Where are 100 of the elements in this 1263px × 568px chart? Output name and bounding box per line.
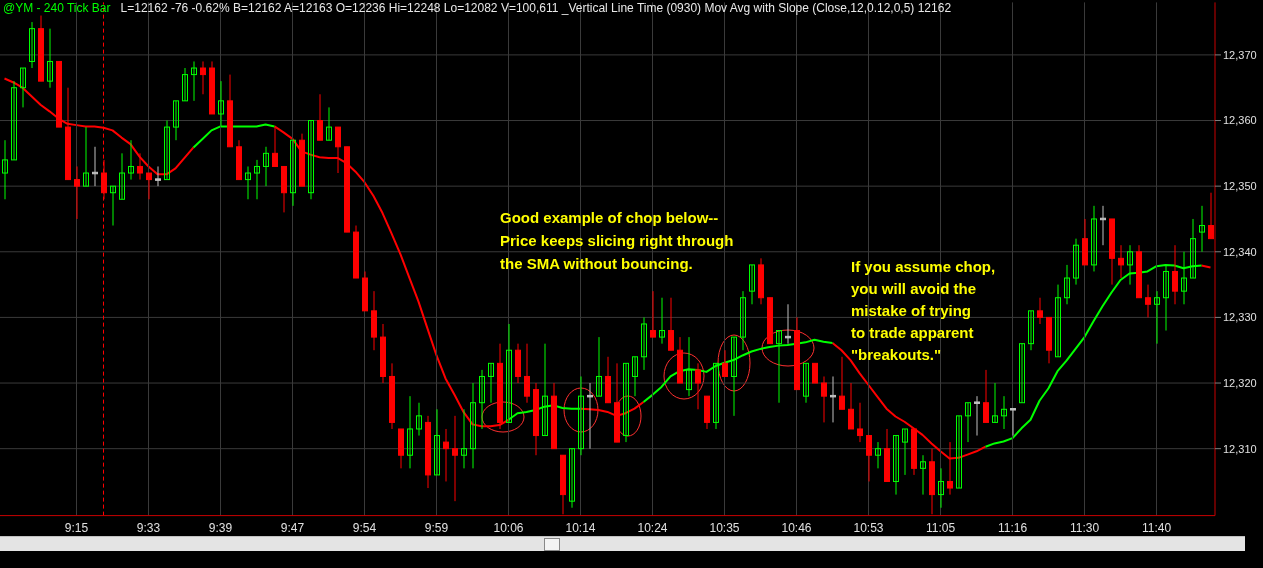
x-tick-label: 9:54 bbox=[352, 521, 377, 536]
candlestick bbox=[434, 408, 440, 476]
candlestick bbox=[182, 67, 188, 102]
candlestick bbox=[857, 402, 863, 443]
candlestick bbox=[1091, 205, 1097, 272]
y-tick-label: 12,360 bbox=[1223, 114, 1257, 127]
candlestick bbox=[245, 165, 251, 200]
candlestick bbox=[524, 343, 530, 404]
candlestick bbox=[596, 336, 602, 397]
candlestick bbox=[1055, 284, 1061, 358]
candlestick bbox=[659, 297, 665, 345]
candlestick bbox=[1073, 238, 1079, 286]
candlestick bbox=[488, 362, 494, 404]
candlestick bbox=[938, 467, 944, 509]
candlestick bbox=[641, 316, 647, 371]
candlestick bbox=[146, 172, 152, 200]
candlestick bbox=[1001, 395, 1007, 430]
candlestick bbox=[731, 336, 737, 417]
candlestick bbox=[200, 60, 206, 95]
candlestick bbox=[686, 336, 692, 397]
candlestick bbox=[1010, 408, 1016, 437]
x-tick-label: 10:24 bbox=[637, 521, 668, 536]
x-tick-label: 9:59 bbox=[424, 521, 449, 536]
candlestick bbox=[866, 435, 872, 482]
y-tick-label: 12,370 bbox=[1223, 48, 1257, 61]
candlestick bbox=[1145, 284, 1151, 318]
candlestick bbox=[317, 93, 323, 141]
candlestick bbox=[452, 415, 458, 502]
candlestick bbox=[749, 264, 755, 305]
candlestick bbox=[83, 126, 89, 187]
candlestick bbox=[290, 139, 296, 207]
x-tick-label: 10:06 bbox=[493, 521, 524, 536]
candlestick bbox=[803, 362, 809, 404]
candlestick bbox=[623, 362, 629, 443]
annotation: If you assume chop, you will avoid the mistake of trying to trade apparent "breakouts." bbox=[851, 258, 996, 363]
x-tick-label: 9:15 bbox=[64, 521, 89, 536]
candlestick bbox=[443, 428, 449, 482]
candlestick bbox=[839, 356, 845, 410]
candlestick bbox=[11, 80, 17, 161]
candlestick bbox=[974, 395, 980, 437]
y-tick-label: 12,330 bbox=[1223, 311, 1257, 324]
x-tick-label: 10:46 bbox=[781, 521, 812, 536]
candlestick bbox=[155, 165, 161, 187]
candlestick bbox=[1127, 244, 1133, 286]
candlestick bbox=[191, 60, 197, 102]
candlestick bbox=[821, 375, 827, 423]
candlestick bbox=[479, 369, 485, 430]
candlestick bbox=[1154, 290, 1160, 345]
candlestick bbox=[1172, 244, 1178, 305]
candlestick bbox=[308, 120, 314, 200]
candlestick bbox=[812, 362, 818, 384]
x-tick-label: 11:05 bbox=[925, 521, 956, 536]
candlestick bbox=[47, 28, 53, 89]
candlestick bbox=[110, 185, 116, 227]
candlestick bbox=[740, 290, 746, 351]
candlestick bbox=[119, 152, 125, 200]
candlestick bbox=[416, 402, 422, 437]
candlestick bbox=[1019, 343, 1025, 404]
candlestick bbox=[173, 100, 179, 141]
x-tick-label: 10:35 bbox=[709, 521, 740, 536]
candlestick bbox=[776, 330, 782, 404]
y-tick-label: 12,350 bbox=[1223, 180, 1257, 193]
candlestick bbox=[569, 448, 575, 509]
candlestick bbox=[1064, 264, 1070, 305]
candlestick bbox=[1199, 205, 1205, 253]
candlestick bbox=[407, 395, 413, 469]
x-tick-label: 10:53 bbox=[853, 521, 884, 536]
chart-subtitle: L=12162 -76 -0.62% B=12162 A=12163 O=12236 Hi=12248 Lo=12082 V=100,611 _Vertical Line Time (0930) Mov Avg with Slope (Close,12,0.12,0,5) 12162 bbox=[120, 1, 952, 15]
candlestick bbox=[74, 165, 80, 220]
candlestick bbox=[470, 382, 476, 469]
annotation: Good example of chop below-- Price keeps slicing right through the SMA without bouncing. bbox=[500, 209, 734, 272]
candlestick bbox=[632, 356, 638, 397]
candlestick bbox=[2, 139, 8, 200]
x-tick-label: 9:33 bbox=[136, 521, 161, 536]
y-tick-label: 12,320 bbox=[1223, 376, 1257, 389]
x-tick-label: 9:47 bbox=[280, 521, 305, 536]
candlestick bbox=[335, 126, 341, 174]
x-tick-label: 11:16 bbox=[997, 521, 1028, 536]
candlestick bbox=[506, 323, 512, 423]
candlestick bbox=[875, 441, 881, 469]
candlestick bbox=[992, 382, 998, 423]
candlestick bbox=[1208, 192, 1214, 240]
x-tick-label: 11:40 bbox=[1141, 521, 1172, 536]
candlestick bbox=[326, 106, 332, 141]
candlestick bbox=[830, 375, 836, 423]
candlestick bbox=[668, 297, 674, 351]
x-tick-label: 11:30 bbox=[1069, 521, 1100, 536]
candlestick bbox=[461, 408, 467, 469]
y-tick-label: 12,340 bbox=[1223, 245, 1257, 258]
x-tick-label: 9:39 bbox=[208, 521, 233, 536]
candlestick bbox=[137, 152, 143, 181]
candlestick bbox=[542, 343, 548, 437]
x-tick-label: 10:14 bbox=[565, 521, 596, 536]
candlestick bbox=[128, 139, 134, 181]
candlestick bbox=[722, 349, 728, 377]
y-tick-label: 12,310 bbox=[1223, 442, 1257, 455]
candlestick bbox=[695, 362, 701, 410]
candlestick bbox=[713, 362, 719, 430]
candlestick bbox=[1163, 264, 1169, 332]
candlestick bbox=[1118, 244, 1124, 279]
